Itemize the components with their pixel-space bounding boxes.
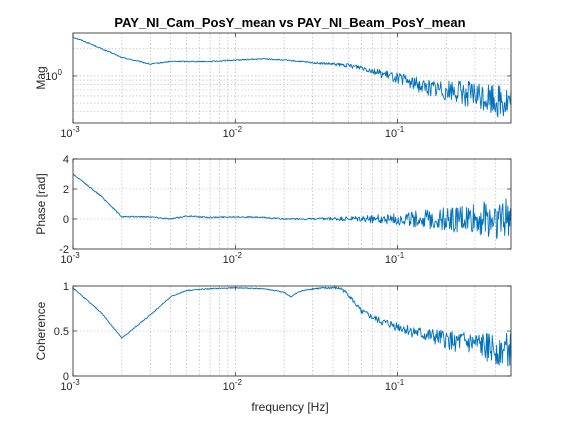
coherence-y-tick-label: 1 bbox=[63, 281, 69, 293]
coherence-x-tick-label: 10-3 bbox=[60, 378, 80, 393]
figure-title: PAY_NI_Cam_PosY_mean vs PAY_NI_Beam_PosY… bbox=[114, 15, 465, 30]
coherence-y-axis-label: Coherence bbox=[34, 301, 48, 360]
phase-y-axis-label: Phase [rad] bbox=[34, 173, 48, 234]
coherence-axes: 10-3 10-2 10-1 0 0.5 1 Coherence bbox=[34, 281, 512, 393]
phase-x-tick-label: 10-2 bbox=[223, 251, 243, 266]
coherence-x-tick-label: 10-2 bbox=[223, 378, 243, 393]
mag-axes-frame bbox=[72, 32, 512, 124]
mag-plot-area bbox=[73, 33, 511, 123]
mag-y-axis-label: Mag bbox=[34, 66, 48, 89]
phase-plot-area bbox=[73, 159, 511, 249]
mag-x-tick-label: 10-3 bbox=[60, 125, 80, 140]
phase-y-tick-label: -2 bbox=[59, 244, 69, 256]
mag-x-tick-label: 10-1 bbox=[385, 125, 405, 140]
coherence-y-tick-label: 0.5 bbox=[54, 326, 69, 338]
mag-y-tick-label: 100 bbox=[45, 68, 62, 83]
mag-x-tick-label: 10-2 bbox=[223, 125, 243, 140]
coherence-y-tick-label: 0 bbox=[63, 371, 69, 383]
phase-x-tick-label: 10-1 bbox=[385, 251, 405, 266]
x-axis-label: frequency [Hz] bbox=[251, 400, 328, 414]
phase-axes: 10-3 10-2 10-1 -2 0 2 4 Phase [rad] bbox=[34, 154, 512, 266]
mag-series-line bbox=[72, 36, 512, 118]
coherence-x-tick-label: 10-1 bbox=[385, 378, 405, 393]
phase-y-tick-label: 2 bbox=[63, 184, 69, 196]
phase-axes-frame bbox=[72, 158, 512, 250]
coherence-series-line bbox=[72, 286, 512, 367]
phase-x-tick-label: 10-3 bbox=[60, 251, 80, 266]
phase-y-tick-label: 4 bbox=[63, 154, 69, 166]
phase-series-line bbox=[72, 173, 512, 239]
phase-y-tick-label: 0 bbox=[63, 214, 69, 226]
